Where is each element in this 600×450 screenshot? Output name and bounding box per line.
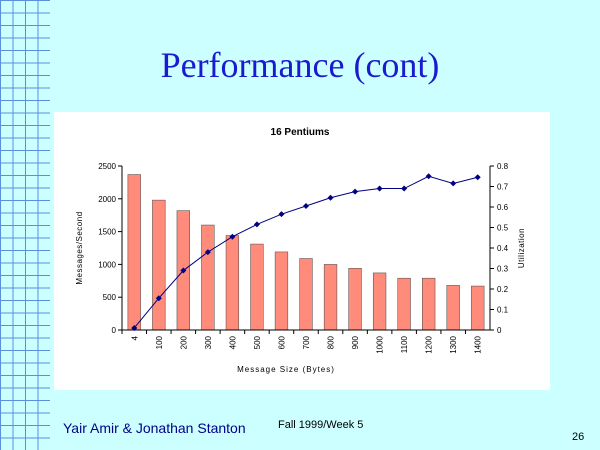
bar xyxy=(201,224,215,331)
y2-tick-label: 0.1 xyxy=(497,306,509,315)
x-tick-label: 700 xyxy=(302,335,311,349)
footer-date: Fall 1999/Week 5 xyxy=(278,419,364,431)
utilization-point xyxy=(376,185,383,192)
y2-tick-label: 0.6 xyxy=(497,203,509,212)
x-tick-label: 800 xyxy=(327,335,336,349)
x-tick-label: 1000 xyxy=(376,335,385,353)
bar xyxy=(250,243,264,331)
utilization-point xyxy=(180,267,187,274)
footer-authors: Yair Amir & Jonathan Stanton xyxy=(63,420,246,436)
x-tick-label: 900 xyxy=(351,335,360,349)
bar xyxy=(348,268,362,331)
bar xyxy=(397,277,411,331)
bar xyxy=(372,272,387,331)
utilization-point xyxy=(253,221,260,228)
y2-tick-label: 0.4 xyxy=(497,244,509,253)
y-tick-label: 1500 xyxy=(98,228,116,237)
bar xyxy=(225,235,240,331)
bar xyxy=(422,277,436,331)
y2-tick-label: 0.5 xyxy=(497,224,509,233)
x-tick-label: 4 xyxy=(130,335,139,340)
chart-title: 16 Pentiums xyxy=(271,127,330,138)
x-axis-label: Message Size (Bytes) xyxy=(237,365,335,374)
x-tick-label: 200 xyxy=(179,335,188,349)
x-tick-label: 100 xyxy=(155,335,164,349)
performance-chart: 16 Pentiums 0 500 1000 1500 2000 2500 0 0.1 0.2 0… xyxy=(75,127,526,374)
bar xyxy=(299,258,313,331)
y-tick-label: 2000 xyxy=(98,195,116,204)
utilization-point xyxy=(131,324,138,331)
x-tick-label: 300 xyxy=(204,335,213,349)
y-axis-label: Messages/Second xyxy=(75,211,84,284)
x-tick-label: 1100 xyxy=(400,335,409,353)
bar xyxy=(152,199,166,331)
y2-tick-label: 0.2 xyxy=(497,285,509,294)
decorative-grid xyxy=(0,0,50,450)
x-tick-label: 400 xyxy=(228,335,237,349)
utilization-point xyxy=(425,173,432,180)
bar xyxy=(127,174,141,331)
y-tick-label: 2500 xyxy=(98,162,116,171)
page-number: 26 xyxy=(572,431,585,443)
y2-tick-label: 0 xyxy=(497,326,502,335)
bar xyxy=(323,264,338,331)
bar xyxy=(274,251,289,331)
utilization-point xyxy=(401,185,408,192)
utilization-point xyxy=(204,249,211,256)
x-tick-label: 600 xyxy=(277,335,286,349)
x-tick-label: 1300 xyxy=(449,335,458,353)
utilization-point xyxy=(352,188,359,195)
y2-tick-label: 0.3 xyxy=(497,265,509,274)
x-tick-label: 1400 xyxy=(474,335,483,353)
utilization-point xyxy=(327,194,334,201)
y2-tick-label: 0.8 xyxy=(497,162,509,171)
y2-axis-label: Utilization xyxy=(517,228,526,268)
y-tick-label: 500 xyxy=(103,293,117,302)
x-tick-label: 500 xyxy=(253,335,262,349)
y-tick-label: 1000 xyxy=(98,260,116,269)
x-tick-label: 1200 xyxy=(425,335,434,353)
utilization-point xyxy=(229,233,236,240)
bar xyxy=(446,285,460,331)
utilization-point xyxy=(303,202,309,209)
chart-panel: 16 Pentiums 0 500 1000 1500 2000 2500 0 0.1 0.2 0… xyxy=(54,112,550,390)
utilization-point xyxy=(278,211,285,218)
utilization-point xyxy=(155,295,162,302)
y-tick-label: 0 xyxy=(112,326,117,335)
y2-tick-label: 0.7 xyxy=(497,183,509,192)
bar xyxy=(471,285,485,331)
slide-title: Performance (cont) xyxy=(160,45,440,85)
utilization-point xyxy=(450,180,457,187)
utilization-point xyxy=(474,174,481,181)
